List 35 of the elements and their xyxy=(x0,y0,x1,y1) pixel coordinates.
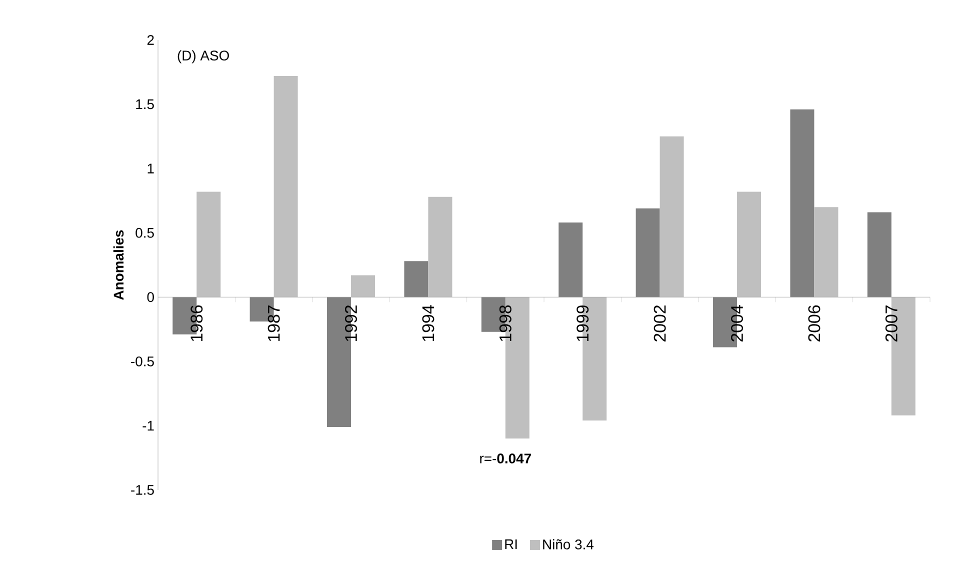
y-tick-label: 1.5 xyxy=(136,99,154,110)
annotation: r=-0.047 xyxy=(480,454,531,464)
x-tick-label: 1994 xyxy=(422,305,434,342)
bar xyxy=(660,136,684,298)
y-tick-label: -1 xyxy=(142,420,154,430)
x-tick-label: 2007 xyxy=(885,306,898,342)
y-tick-label: 1 xyxy=(148,164,154,174)
x-tick-label: 1998 xyxy=(499,305,512,342)
y-tick-label: -1.5 xyxy=(131,485,154,495)
bar xyxy=(790,109,814,298)
legend-label: RI xyxy=(505,539,517,550)
bar xyxy=(404,261,428,298)
y-tick-label: 2 xyxy=(147,35,154,45)
bar xyxy=(274,76,298,298)
bar xyxy=(867,212,892,298)
x-tick-label: 2004 xyxy=(731,305,744,342)
x-tick-label: 1986 xyxy=(190,305,203,342)
bar xyxy=(737,192,762,298)
legend-label: Niño 3.4 xyxy=(543,539,594,550)
bar xyxy=(636,208,660,298)
annotation: (D) ASO xyxy=(178,50,229,64)
bar xyxy=(558,222,583,298)
x-tick-label: 1992 xyxy=(345,306,358,342)
y-axis-title: Anomalies xyxy=(113,230,124,300)
x-tick-label: 2006 xyxy=(808,305,820,342)
x-tick-label: 2002 xyxy=(654,306,666,342)
y-tick-label: 0.5 xyxy=(136,228,154,238)
x-tick-label: 1987 xyxy=(268,306,280,342)
bar xyxy=(814,207,838,298)
bar xyxy=(428,196,452,298)
bar xyxy=(351,275,376,298)
y-tick-label: 0 xyxy=(147,292,154,302)
x-tick-label: 1999 xyxy=(576,305,589,342)
y-tick-label: -0.5 xyxy=(131,356,154,366)
bar xyxy=(196,192,221,298)
